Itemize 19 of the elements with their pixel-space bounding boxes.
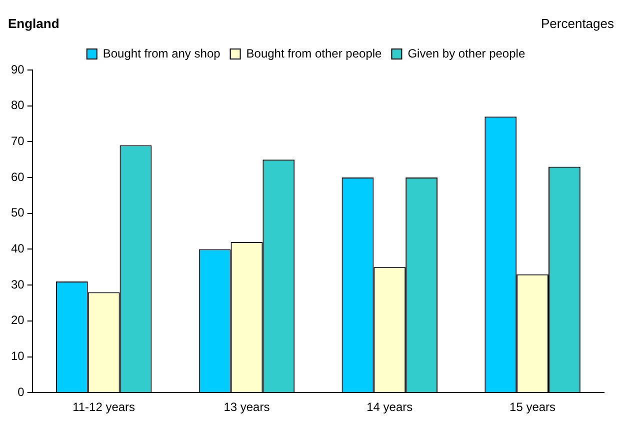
- y-tick-label: 30: [10, 277, 25, 292]
- y-tick-label: 0: [18, 384, 25, 399]
- y-tick-label: 60: [10, 170, 25, 184]
- x-tick-label: 13 years: [224, 400, 270, 414]
- y-tick-label: 40: [10, 242, 25, 256]
- legend-label: Bought from other people: [246, 46, 382, 60]
- y-tick-label: 10: [10, 349, 25, 364]
- legend-label: Given by other people: [408, 46, 526, 60]
- y-tick-label: 50: [10, 206, 25, 220]
- y-tick-label: 70: [10, 134, 25, 148]
- x-tick-label: 11-12 years: [72, 400, 136, 414]
- y-tick-label: 90: [10, 62, 25, 76]
- text: Percentages: [541, 16, 614, 30]
- y-tick-label: 20: [10, 313, 25, 328]
- x-tick-label: 15 years: [510, 400, 556, 414]
- x-tick-label: 14 years: [366, 400, 413, 414]
- y-tick-label: 80: [10, 98, 25, 112]
- chart-title: England: [8, 16, 60, 30]
- legend-label: Bought from any shop: [102, 46, 221, 60]
